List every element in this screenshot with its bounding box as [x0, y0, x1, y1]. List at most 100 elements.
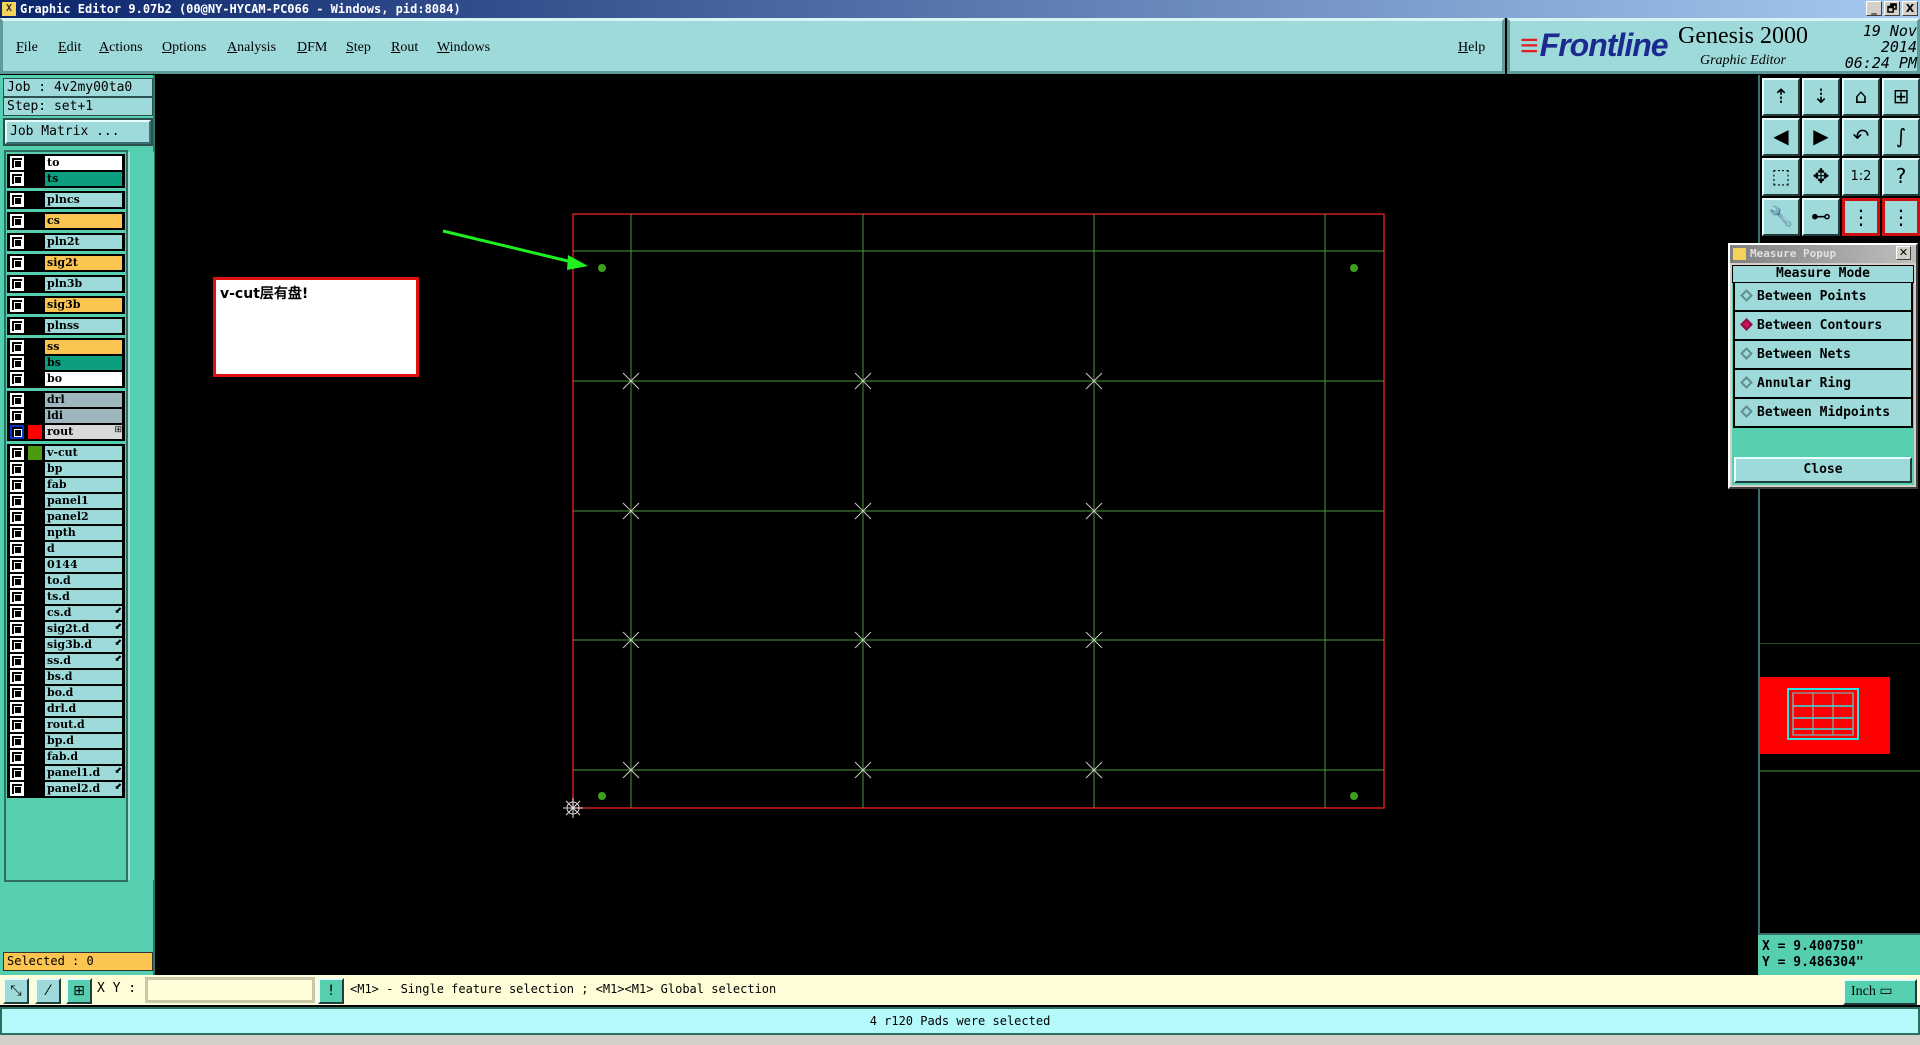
menu-rout[interactable]: Rout — [391, 40, 419, 55]
radio-diamond-icon[interactable] — [1740, 318, 1753, 331]
layer-name[interactable]: fab — [45, 478, 122, 492]
layer-name[interactable]: pln3b — [45, 277, 122, 291]
layer-row[interactable]: bo — [8, 371, 124, 387]
close-button[interactable]: Close — [1734, 457, 1912, 483]
layer-row[interactable]: to — [8, 155, 124, 171]
layer-name[interactable]: rout.d — [45, 718, 122, 732]
graphic-canvas[interactable] — [157, 75, 1757, 975]
layer-checkbox[interactable] — [10, 734, 24, 748]
layer-checkbox[interactable] — [10, 235, 24, 249]
radio-diamond-icon[interactable] — [1740, 405, 1753, 418]
layer-checkbox[interactable] — [10, 606, 24, 620]
layer-checkbox[interactable] — [10, 638, 24, 652]
radio-diamond-icon[interactable] — [1740, 376, 1753, 389]
layer-name[interactable]: bp — [45, 462, 122, 476]
layer-checkbox[interactable] — [10, 542, 24, 556]
layer-row[interactable]: ss — [8, 339, 124, 355]
measure-icon[interactable]: ⊷ — [1802, 198, 1840, 236]
layer-name[interactable]: bs.d — [45, 670, 122, 684]
menu-dfm[interactable]: DFM — [297, 40, 328, 55]
layer-checkbox[interactable] — [10, 214, 24, 228]
menu-options[interactable]: Options — [162, 40, 207, 55]
layer-checkbox[interactable] — [10, 718, 24, 732]
layer-checkbox[interactable] — [10, 494, 24, 508]
layer-checkbox[interactable] — [10, 156, 24, 170]
layer-name[interactable]: ts.d — [45, 590, 122, 604]
layer-checkbox[interactable] — [10, 782, 24, 796]
layer-row[interactable]: plncs — [8, 192, 124, 208]
layer-name[interactable]: bo — [45, 372, 122, 386]
layer-name[interactable]: panel1.d — [45, 766, 122, 780]
net-icon[interactable]: ⋮ — [1842, 198, 1880, 236]
layer-name[interactable]: 0144 — [45, 558, 122, 572]
home-icon[interactable]: ⌂ — [1842, 78, 1880, 116]
layer-name[interactable]: v-cut — [45, 446, 122, 460]
window-xy-icon[interactable]: ⊞ — [1882, 78, 1920, 116]
layer-checkbox[interactable] — [10, 702, 24, 716]
layer-name[interactable]: rout — [45, 425, 122, 439]
layer-row[interactable]: ts — [8, 171, 124, 187]
help-icon[interactable]: ? — [1882, 158, 1920, 196]
layer-checkbox[interactable] — [10, 340, 24, 354]
minimize-button[interactable]: _ — [1866, 1, 1882, 16]
layer-checkbox[interactable] — [10, 446, 24, 460]
layer-row[interactable]: fab — [8, 477, 124, 493]
overview-map[interactable] — [1760, 643, 1920, 773]
layer-checkbox[interactable] — [10, 526, 24, 540]
layer-row[interactable]: sig3b.d ⬋ — [8, 637, 124, 653]
layer-name[interactable]: panel2 — [45, 510, 122, 524]
layer-row[interactable]: v-cut — [8, 445, 124, 461]
layer-name[interactable]: drl.d — [45, 702, 122, 716]
layer-checkbox[interactable] — [10, 478, 24, 492]
layer-row[interactable]: 0144 — [8, 557, 124, 573]
layer-scrollbar[interactable] — [128, 152, 154, 880]
fit-icon[interactable]: ⬚ — [1762, 158, 1800, 196]
layer-row[interactable]: pln3b — [8, 276, 124, 292]
layer-checkbox[interactable] — [10, 462, 24, 476]
layer-checkbox[interactable] — [10, 750, 24, 764]
measure-option[interactable]: Between Midpoints — [1733, 399, 1913, 428]
snap-diagonal-icon[interactable]: ⤡ — [3, 978, 29, 1004]
layer-checkbox[interactable] — [10, 670, 24, 684]
layer-name[interactable]: drl — [45, 393, 122, 407]
layer-row[interactable]: rout ⊞ — [8, 424, 124, 440]
layer-checkbox[interactable] — [10, 372, 24, 386]
layer-checkbox[interactable] — [10, 590, 24, 604]
layer-row[interactable]: bs.d — [8, 669, 124, 685]
layer-checkbox[interactable] — [10, 622, 24, 636]
menu-analysis[interactable]: Analysis — [227, 40, 277, 55]
layer-checkbox[interactable] — [10, 277, 24, 291]
close-window-button[interactable]: X — [1902, 1, 1918, 16]
restore-button[interactable]: 🗗 — [1884, 1, 1900, 16]
radio-diamond-icon[interactable] — [1740, 347, 1753, 360]
layer-checkbox[interactable] — [10, 356, 24, 370]
layer-name[interactable]: pln2t — [45, 235, 122, 249]
layer-name[interactable]: panel1 — [45, 494, 122, 508]
menu-windows[interactable]: Windows — [437, 40, 491, 55]
layer-checkbox[interactable] — [10, 425, 24, 439]
grid-icon[interactable]: ⊞ — [66, 978, 92, 1004]
layer-row[interactable]: panel1 — [8, 493, 124, 509]
layer-name[interactable]: to — [45, 156, 122, 170]
job-matrix-button[interactable]: Job Matrix ... — [3, 118, 153, 146]
layer-name[interactable]: bs — [45, 356, 122, 370]
layer-row[interactable]: rout.d — [8, 717, 124, 733]
layer-name[interactable]: sig3b — [45, 298, 122, 312]
layer-checkbox[interactable] — [10, 558, 24, 572]
layer-row[interactable]: plnss — [8, 318, 124, 334]
layer-row[interactable]: bp — [8, 461, 124, 477]
layer-row[interactable]: drl.d — [8, 701, 124, 717]
layer-row[interactable]: d — [8, 541, 124, 557]
layer-checkbox[interactable] — [10, 510, 24, 524]
layer-name[interactable]: ts — [45, 172, 122, 186]
layer-checkbox[interactable] — [10, 393, 24, 407]
measure-option[interactable]: Between Nets — [1733, 341, 1913, 370]
layer-row[interactable]: to.d — [8, 573, 124, 589]
popup-close-icon[interactable]: ✕ — [1896, 246, 1911, 260]
measure-option[interactable]: Annular Ring — [1733, 370, 1913, 399]
layer-row[interactable]: bo.d — [8, 685, 124, 701]
measure-option[interactable]: Between Points — [1733, 283, 1913, 312]
layer-name[interactable]: bp.d — [45, 734, 122, 748]
layer-name[interactable]: sig2t.d — [45, 622, 122, 636]
layer-name[interactable]: panel2.d — [45, 782, 122, 796]
